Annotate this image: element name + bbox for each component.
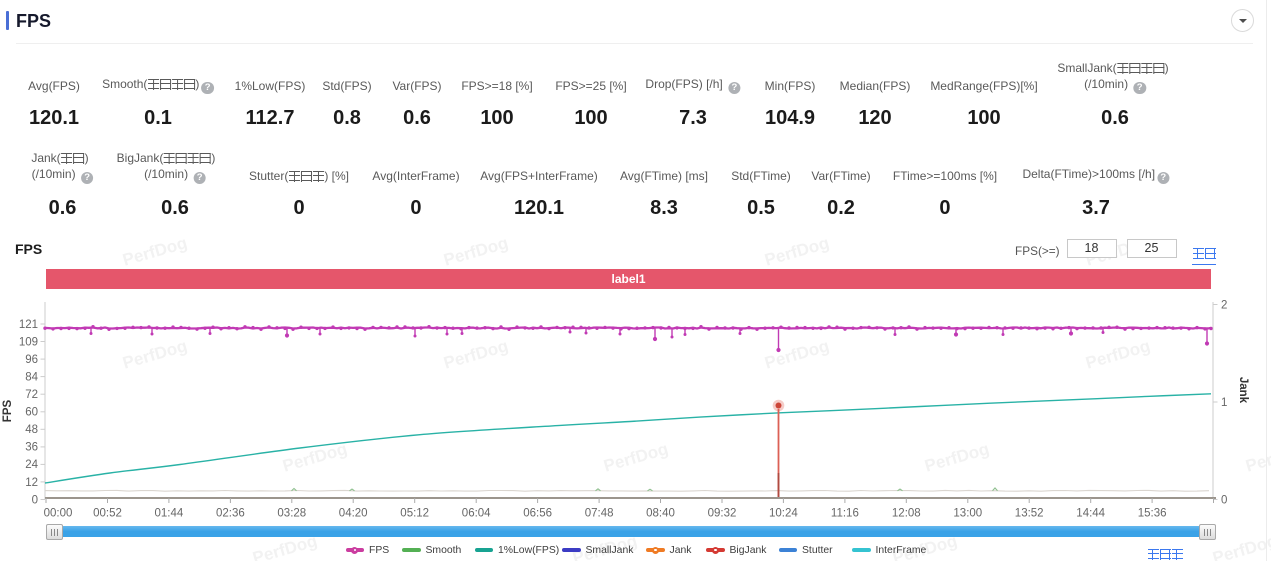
svg-text:11:16: 11:16 bbox=[831, 508, 859, 520]
svg-text:109: 109 bbox=[19, 336, 38, 348]
svg-text:06:56: 06:56 bbox=[523, 508, 552, 520]
svg-text:72: 72 bbox=[25, 389, 38, 401]
svg-text:10:24: 10:24 bbox=[769, 508, 798, 520]
svg-text:08:40: 08:40 bbox=[646, 508, 675, 520]
svg-text:36: 36 bbox=[25, 442, 38, 454]
svg-text:04:20: 04:20 bbox=[339, 508, 368, 520]
svg-text:03:28: 03:28 bbox=[277, 508, 306, 520]
svg-text:01:44: 01:44 bbox=[155, 508, 184, 520]
svg-text:48: 48 bbox=[25, 424, 38, 436]
svg-text:12:08: 12:08 bbox=[892, 508, 921, 520]
svg-text:15:36: 15:36 bbox=[1138, 508, 1167, 520]
svg-text:0: 0 bbox=[32, 494, 38, 506]
svg-text:14:44: 14:44 bbox=[1076, 508, 1105, 520]
svg-text:0: 0 bbox=[1221, 494, 1227, 506]
svg-text:00:00: 00:00 bbox=[44, 508, 73, 520]
svg-text:05:12: 05:12 bbox=[400, 508, 429, 520]
svg-text:1: 1 bbox=[1221, 397, 1227, 409]
svg-text:07:48: 07:48 bbox=[585, 508, 614, 520]
svg-text:09:32: 09:32 bbox=[708, 508, 737, 520]
svg-text:12: 12 bbox=[25, 477, 38, 489]
svg-text:06:04: 06:04 bbox=[462, 508, 491, 520]
svg-text:FPS: FPS bbox=[2, 399, 14, 422]
svg-text:00:52: 00:52 bbox=[93, 508, 122, 520]
svg-text:13:00: 13:00 bbox=[953, 508, 982, 520]
svg-text:84: 84 bbox=[25, 371, 38, 383]
svg-text:96: 96 bbox=[25, 354, 38, 366]
svg-text:02:36: 02:36 bbox=[216, 508, 245, 520]
svg-text:121: 121 bbox=[19, 319, 38, 331]
svg-text:2: 2 bbox=[1221, 299, 1227, 311]
svg-text:Jank: Jank bbox=[1237, 377, 1249, 404]
svg-text:60: 60 bbox=[25, 407, 38, 419]
svg-text:24: 24 bbox=[25, 459, 38, 471]
svg-text:13:52: 13:52 bbox=[1015, 508, 1044, 520]
